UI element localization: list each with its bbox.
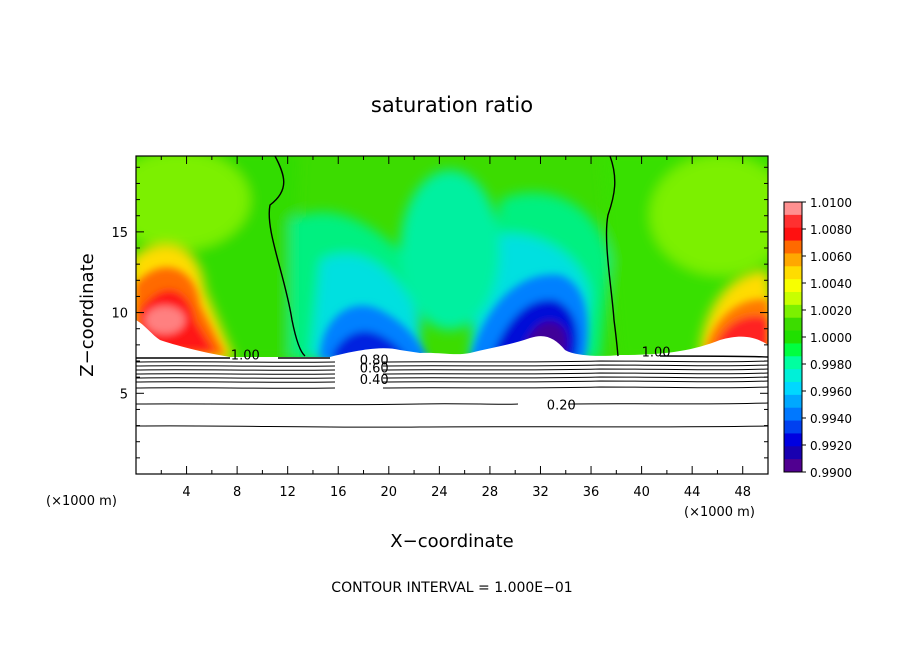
saturation-field xyxy=(110,150,790,474)
y-tick-label: 5 xyxy=(120,387,128,402)
x-tick-label: 12 xyxy=(279,485,296,500)
x-unit-right: (×1000 m) xyxy=(684,505,755,520)
colorbar-tick-label: 0.9920 xyxy=(810,439,852,453)
colorbar-swatch xyxy=(784,356,802,369)
colorbar-swatch xyxy=(784,318,802,331)
colorbar-swatch xyxy=(784,202,802,215)
x-tick-label: 48 xyxy=(734,485,751,500)
x-tick-label: 36 xyxy=(583,485,600,500)
colorbar-swatch xyxy=(784,382,802,395)
colorbar: 1.0100 1.0080 1.0060 1.0040 1.0020 1.0000 0.99… xyxy=(784,196,852,480)
colorbar-swatch xyxy=(784,395,802,408)
colorbar-tick-label: 0.9980 xyxy=(810,358,852,372)
colorbar-swatch xyxy=(784,253,802,266)
x-tick-label: 32 xyxy=(532,485,549,500)
contour-label: 0.40 xyxy=(360,373,389,388)
colorbar-swatch xyxy=(784,215,802,228)
x-tick-label: 44 xyxy=(684,485,701,500)
colorbar-swatch xyxy=(784,369,802,382)
x-tick-label: 28 xyxy=(482,485,499,500)
colorbar-swatch xyxy=(784,408,802,421)
colorbar-tick-label: 1.0020 xyxy=(810,304,852,318)
y-axis-label: Z−coordinate xyxy=(77,253,98,376)
x-tick-label: 4 xyxy=(182,485,190,500)
colorbar-tick-label: 1.0000 xyxy=(810,331,852,345)
x-tick-label: 16 xyxy=(330,485,347,500)
colorbar-swatch xyxy=(784,279,802,292)
x-tick-label: 24 xyxy=(431,485,448,500)
colorbar-swatch xyxy=(784,305,802,318)
y-tick-label: 15 xyxy=(111,226,128,241)
colorbar-tick-label: 0.9900 xyxy=(810,466,852,480)
colorbar-swatch xyxy=(784,292,802,305)
x-unit-left: (×1000 m) xyxy=(46,494,117,509)
x-tick-label: 20 xyxy=(381,485,398,500)
chart-title: saturation ratio xyxy=(371,93,533,117)
colorbar-tick-label: 1.0060 xyxy=(810,250,852,264)
contour-interval-note: CONTOUR INTERVAL = 1.000E−01 xyxy=(331,580,572,596)
y-tick-label: 10 xyxy=(111,307,128,322)
contour-label: 0.20 xyxy=(547,399,576,414)
colorbar-tick-label: 0.9940 xyxy=(810,412,852,426)
colorbar-tick-label: 0.9960 xyxy=(810,385,852,399)
colorbar-swatch xyxy=(784,241,802,254)
contour-label: 1.00 xyxy=(642,345,671,360)
contour-label: 1.00 xyxy=(231,349,260,364)
colorbar-swatch xyxy=(784,433,802,446)
x-tick-label: 40 xyxy=(633,485,650,500)
colorbar-tick-label: 1.0100 xyxy=(810,196,852,210)
colorbar-swatch xyxy=(784,343,802,356)
colorbar-swatch xyxy=(784,266,802,279)
colorbar-tick-label: 1.0080 xyxy=(810,223,852,237)
colorbar-swatch xyxy=(784,331,802,344)
colorbar-swatch xyxy=(784,228,802,241)
colorbar-tick-label: 1.0040 xyxy=(810,277,852,291)
colorbar-swatch xyxy=(784,459,802,472)
x-tick-label: 8 xyxy=(233,485,241,500)
colorbar-swatch xyxy=(784,446,802,459)
x-axis-label: X−coordinate xyxy=(390,531,513,552)
colorbar-swatch xyxy=(784,421,802,434)
